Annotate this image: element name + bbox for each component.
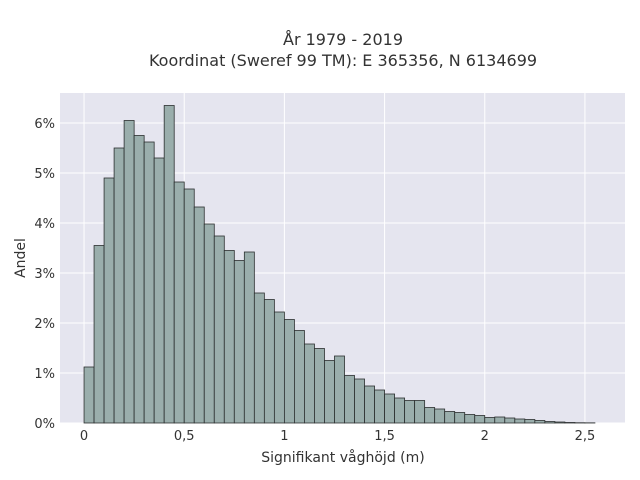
histogram-bar bbox=[263, 299, 275, 424]
x-tick-label: 1,5 bbox=[374, 429, 395, 444]
histogram-bar bbox=[253, 292, 265, 424]
histogram-bar bbox=[344, 375, 355, 424]
histogram-bar bbox=[384, 393, 395, 424]
x-axis-label: Signifikant våghöjd (m) bbox=[261, 449, 424, 466]
y-tick-label: 4% bbox=[34, 217, 55, 232]
chart-subtitle: Koordinat (Sweref 99 TM): E 365356, N 61… bbox=[149, 51, 537, 70]
histogram-bar bbox=[354, 378, 365, 424]
histogram-bar bbox=[454, 412, 466, 424]
histogram-bar bbox=[564, 422, 576, 424]
histogram-bar bbox=[173, 181, 185, 424]
histogram-bar bbox=[243, 251, 255, 424]
x-tick-label: 0,5 bbox=[174, 429, 195, 444]
histogram-bar bbox=[424, 407, 436, 424]
tick-layer: 0 0,5 1 1,5 2 2,5 0% 1% 2% 3% 4% 5% 6% bbox=[34, 117, 595, 444]
y-axis-label: Andel bbox=[13, 238, 29, 278]
histogram-bar bbox=[404, 400, 416, 424]
x-tick-label: 2 bbox=[481, 429, 489, 444]
histogram-bar bbox=[324, 360, 335, 424]
histogram-bar bbox=[163, 105, 175, 424]
histogram-bar bbox=[464, 414, 476, 424]
x-tick-label: 1 bbox=[280, 429, 288, 444]
histogram-bar bbox=[394, 397, 406, 424]
histogram-bar bbox=[314, 348, 325, 424]
histogram-bar bbox=[193, 206, 205, 424]
histogram-bar bbox=[444, 411, 456, 424]
histogram-bar bbox=[364, 385, 375, 424]
histogram-bar bbox=[103, 177, 115, 424]
histogram-bar bbox=[83, 366, 95, 424]
x-tick-label: 0 bbox=[80, 429, 88, 444]
histogram-bar bbox=[534, 420, 546, 424]
histogram-bar bbox=[133, 135, 145, 424]
y-tick-label: 0% bbox=[34, 417, 55, 432]
y-tick-label: 6% bbox=[34, 117, 55, 132]
histogram-bar bbox=[334, 355, 345, 424]
histogram-bar bbox=[524, 419, 536, 424]
histogram-bar bbox=[544, 421, 556, 424]
chart-title: År 1979 - 2019 bbox=[283, 30, 403, 49]
histogram-bar bbox=[434, 408, 446, 424]
histogram-bar bbox=[294, 330, 305, 424]
y-tick-label: 1% bbox=[34, 367, 55, 382]
histogram-bar bbox=[183, 188, 195, 424]
histogram-bar bbox=[504, 417, 516, 424]
histogram-bar bbox=[153, 157, 165, 424]
histogram-bar bbox=[494, 416, 506, 424]
histogram-bar bbox=[93, 245, 105, 424]
histogram-bar bbox=[203, 223, 215, 424]
histogram-bar bbox=[374, 389, 385, 424]
x-tick-label: 2,5 bbox=[575, 429, 596, 444]
bar-layer bbox=[83, 105, 596, 424]
histogram-bar bbox=[304, 343, 315, 424]
histogram-bar bbox=[213, 235, 225, 424]
histogram-bar bbox=[484, 417, 496, 424]
histogram-bar bbox=[474, 415, 486, 424]
histogram-bar bbox=[123, 120, 135, 424]
histogram-bar bbox=[143, 141, 155, 424]
histogram-bar bbox=[414, 400, 426, 424]
histogram-bar bbox=[223, 250, 235, 424]
y-tick-label: 3% bbox=[34, 267, 55, 282]
histogram-bar bbox=[113, 147, 125, 424]
histogram-bar bbox=[514, 418, 526, 424]
histogram-bar bbox=[554, 421, 566, 424]
y-tick-label: 5% bbox=[34, 167, 55, 182]
histogram-bar bbox=[273, 311, 285, 424]
y-tick-label: 2% bbox=[34, 317, 55, 332]
histogram-bar bbox=[283, 319, 295, 424]
histogram-bar bbox=[233, 260, 245, 424]
